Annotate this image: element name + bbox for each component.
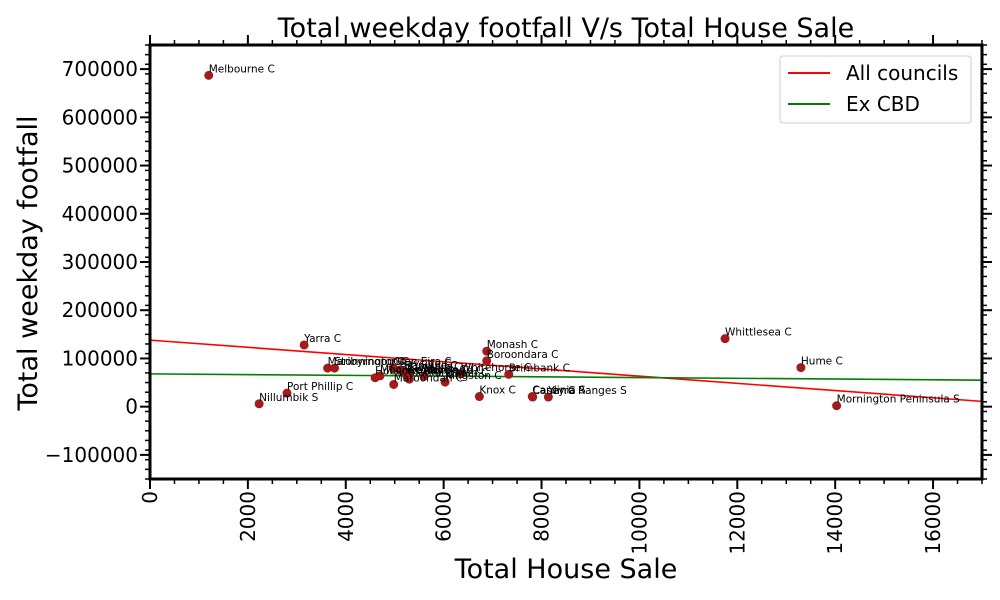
data-point (720, 334, 730, 344)
point-label: Maroondah C (394, 372, 464, 384)
point-label: Moonee Valley C (380, 364, 467, 376)
plot-frame (148, 43, 984, 481)
data-points (204, 70, 842, 411)
data-point (543, 392, 553, 402)
x-tick-label: 10000 (627, 491, 651, 555)
point-label: Yarra Ranges S (547, 385, 627, 397)
y-tick-label: 200000 (62, 298, 138, 322)
data-point (474, 392, 484, 402)
y-tick-label: 700000 (62, 57, 138, 81)
data-point (389, 379, 399, 389)
y-tick-label: 600000 (62, 105, 138, 129)
plot-area: Melbourne C Yarra C Port Phillip CNillumbi… (149, 63, 983, 411)
data-point (370, 373, 380, 383)
data-point (832, 401, 842, 411)
data-point (796, 363, 806, 373)
point-label: Casey C (533, 385, 576, 397)
point-label: Hume C (801, 356, 843, 368)
chart-title: Total weekday footfall V/s Total House S… (277, 13, 854, 44)
x-tick-label: 2000 (236, 491, 260, 542)
fit-line (149, 339, 983, 403)
point-label: Yarra C (303, 333, 341, 345)
point-label: Monash C (487, 339, 538, 351)
data-point (440, 377, 450, 387)
point-label: Whittlesea C (725, 327, 792, 339)
legend: All councils Ex CBD (779, 55, 972, 124)
point-label: Manningham C (409, 367, 488, 379)
point-label: Banyule C (404, 360, 457, 372)
y-tick-label: 0 (125, 395, 138, 419)
point-label: Kingston C (445, 370, 501, 382)
y-tick-label: 400000 (62, 202, 138, 226)
x-tick-label: 6000 (432, 491, 456, 542)
axis-ticks: −100000010000020000030000040000050000060… (45, 35, 992, 555)
point-labels: Melbourne C Yarra C Port Phillip CNillumbi… (209, 63, 960, 405)
x-tick-label: 16000 (921, 491, 945, 555)
point-label: Maribyrnong C (328, 356, 405, 368)
fit-lines (149, 339, 983, 403)
data-point (482, 346, 492, 356)
point-label: Darebin C (409, 361, 461, 373)
data-point (204, 70, 214, 80)
point-label: Brimbank C (509, 362, 570, 374)
point-label: Hobsons Bay C (375, 366, 454, 378)
data-point (299, 340, 309, 350)
fit-line (149, 373, 983, 381)
x-axis-title: Total House Sale (454, 554, 678, 585)
y-tick-label: 300000 (62, 250, 138, 274)
point-label: Stonnington C (335, 356, 410, 368)
x-tick-label: 12000 (725, 491, 749, 555)
point-label: Frankston C (407, 364, 469, 376)
point-label: Melbourne C (209, 63, 275, 75)
point-label: Glen Eira C (393, 356, 451, 368)
point-label: Moreland C (424, 364, 483, 376)
y-tick-label: 500000 (62, 154, 138, 178)
data-point (456, 369, 466, 379)
y-tick-label: 100000 (62, 346, 138, 370)
x-tick-label: 14000 (823, 491, 847, 555)
point-label: Boroondara C (487, 349, 559, 361)
data-point (323, 363, 333, 373)
data-point (482, 356, 492, 366)
point-label: Bayside C (400, 358, 452, 370)
point-label: Port Phillip C (287, 381, 353, 393)
point-label: Nillumbik S (259, 392, 318, 404)
y-tick-label: −100000 (45, 443, 138, 467)
data-point (330, 363, 340, 373)
data-point (404, 374, 414, 384)
point-label: Whitehorse C (461, 362, 532, 374)
point-label: Knox C (479, 385, 516, 397)
point-label: Cardinia S (532, 385, 586, 397)
x-tick-label: 0 (138, 491, 162, 504)
data-point (527, 392, 537, 402)
legend-label: All councils (846, 61, 958, 85)
y-axis-title: Total weekday footfall (13, 115, 44, 411)
data-point (419, 371, 429, 381)
point-label: Mornington Peninsula S (837, 394, 960, 406)
data-point (504, 369, 514, 379)
data-point (254, 399, 264, 409)
legend-label: Ex CBD (846, 92, 920, 116)
x-tick-label: 8000 (530, 491, 554, 542)
data-point (282, 388, 292, 398)
x-tick-label: 4000 (334, 491, 358, 542)
